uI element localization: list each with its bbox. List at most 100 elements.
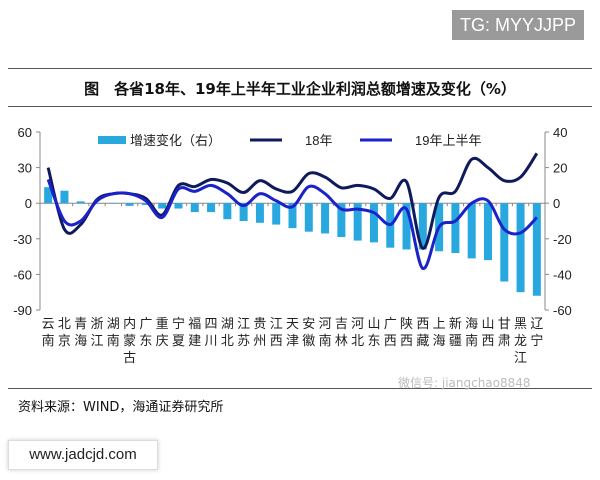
x-label-江苏: 苏 [237,333,250,348]
x-label-重庆: 重 [156,316,169,331]
x-label-陕西: 陕 [400,316,413,331]
x-label-青海: 青 [74,316,87,331]
x-label-江苏: 江 [237,316,250,331]
x-label-西藏: 藏 [416,333,429,348]
x-label-辽宁: 辽 [530,316,543,331]
x-label-黑龙江: 江 [514,350,527,365]
bar-贵州 [255,203,264,223]
bar-山西 [483,203,492,261]
x-label-云南: 云 [42,316,55,331]
x-label-西藏: 西 [416,316,429,331]
legend-swatch [98,136,126,144]
x-label-新疆: 新 [449,316,462,331]
right-tick-label: 20 [553,161,567,176]
bar-浙江 [93,203,102,204]
x-label-宁夏: 夏 [172,333,185,348]
right-tick-label: -20 [553,232,572,247]
title-top-rule [8,68,592,69]
left-tick-label: 60 [18,125,32,140]
x-label-山东: 山 [367,316,380,331]
title-bottom-rule [8,106,592,107]
bar-陕西 [402,203,411,250]
x-label-广西: 西 [384,333,397,348]
x-label-江西: 西 [270,333,283,348]
bar-青海 [76,201,85,204]
left-tick-label: -60 [13,267,32,282]
x-label-河北: 北 [351,333,364,348]
bar-福建 [190,203,199,213]
x-label-天津: 津 [286,333,299,348]
line-18年 [46,152,539,250]
line-19年上半年 [46,178,538,270]
x-label-广西: 广 [384,316,397,331]
x-label-湖北: 湖 [221,316,234,331]
x-label-上海: 海 [433,333,446,348]
x-label-福建: 福 [188,316,201,331]
wechat-watermark: 微信号: jiangchao8848 [398,376,531,390]
x-label-浙江: 浙 [91,316,104,331]
x-label-河南: 河 [319,316,332,331]
x-label-贵州: 贵 [253,316,266,331]
source-rule [8,388,592,389]
bar-黑龙江 [516,203,525,293]
x-label-贵州: 州 [253,333,266,348]
right-tick-label: -40 [553,267,572,282]
x-label-海南: 海 [465,316,478,331]
left-tick-label: 30 [18,161,32,176]
bar-北京 [60,190,69,204]
legend-label: 19年上半年 [415,133,481,148]
chart: 60300-30-60-9040200-20-40-60云南北京青海浙江湖南内蒙… [13,125,572,365]
left-tick-label: -30 [13,232,32,247]
x-label-江西: 江 [270,316,283,331]
bar-广东 [141,203,150,205]
x-label-湖南: 湖 [107,316,120,331]
bar-海南 [467,203,476,259]
bar-安徽 [304,203,313,232]
bar-宁夏 [174,203,183,209]
bar-新疆 [451,203,460,254]
x-label-内蒙古: 蒙 [123,333,136,348]
bar-河北 [353,203,362,241]
x-label-黑龙江: 龙 [514,333,527,348]
tg-tag: TG: MYYJJPP [452,10,584,40]
bar-吉林 [337,203,346,238]
x-label-海南: 南 [465,333,478,348]
x-label-重庆: 庆 [156,333,169,348]
bar-重庆 [158,203,167,209]
x-label-上海: 上 [433,316,446,331]
x-label-黑龙江: 黑 [514,316,527,331]
bar-云南 [44,187,53,204]
site-watermark: www.jadcjd.com [8,440,158,470]
x-label-广东: 广 [139,316,152,331]
bar-四川 [207,203,216,213]
x-label-新疆: 疆 [449,333,462,348]
x-label-吉林: 林 [335,333,348,348]
x-label-天津: 天 [286,316,299,331]
x-label-四川: 川 [205,333,218,348]
bar-江苏 [239,203,248,221]
left-tick-label: 0 [25,196,32,211]
bar-江西 [272,203,281,225]
legend-label: 18年 [305,133,332,148]
x-label-四川: 四 [205,316,218,331]
source-note: 资料来源：WIND，海通证券研究所 [18,400,224,415]
x-label-青海: 海 [74,333,87,348]
x-label-湖南: 南 [107,333,120,348]
x-label-甘肃: 甘 [498,316,511,331]
x-label-浙江: 江 [91,333,104,348]
left-tick-label: -90 [13,303,32,318]
x-label-陕西: 西 [400,333,413,348]
right-tick-label: 40 [553,125,567,140]
x-label-湖北: 北 [221,333,234,348]
x-label-宁夏: 宁 [172,316,185,331]
bar-内蒙古 [125,203,134,206]
bar-辽宁 [532,203,541,296]
x-label-河南: 南 [319,333,332,348]
x-label-北京: 京 [58,333,71,348]
x-label-山东: 东 [367,333,380,348]
right-tick-label: 0 [553,196,560,211]
x-label-内蒙古: 内 [123,316,136,331]
right-tick-label: -60 [553,303,572,318]
x-label-吉林: 吉 [335,316,348,331]
x-label-河北: 河 [351,316,364,331]
